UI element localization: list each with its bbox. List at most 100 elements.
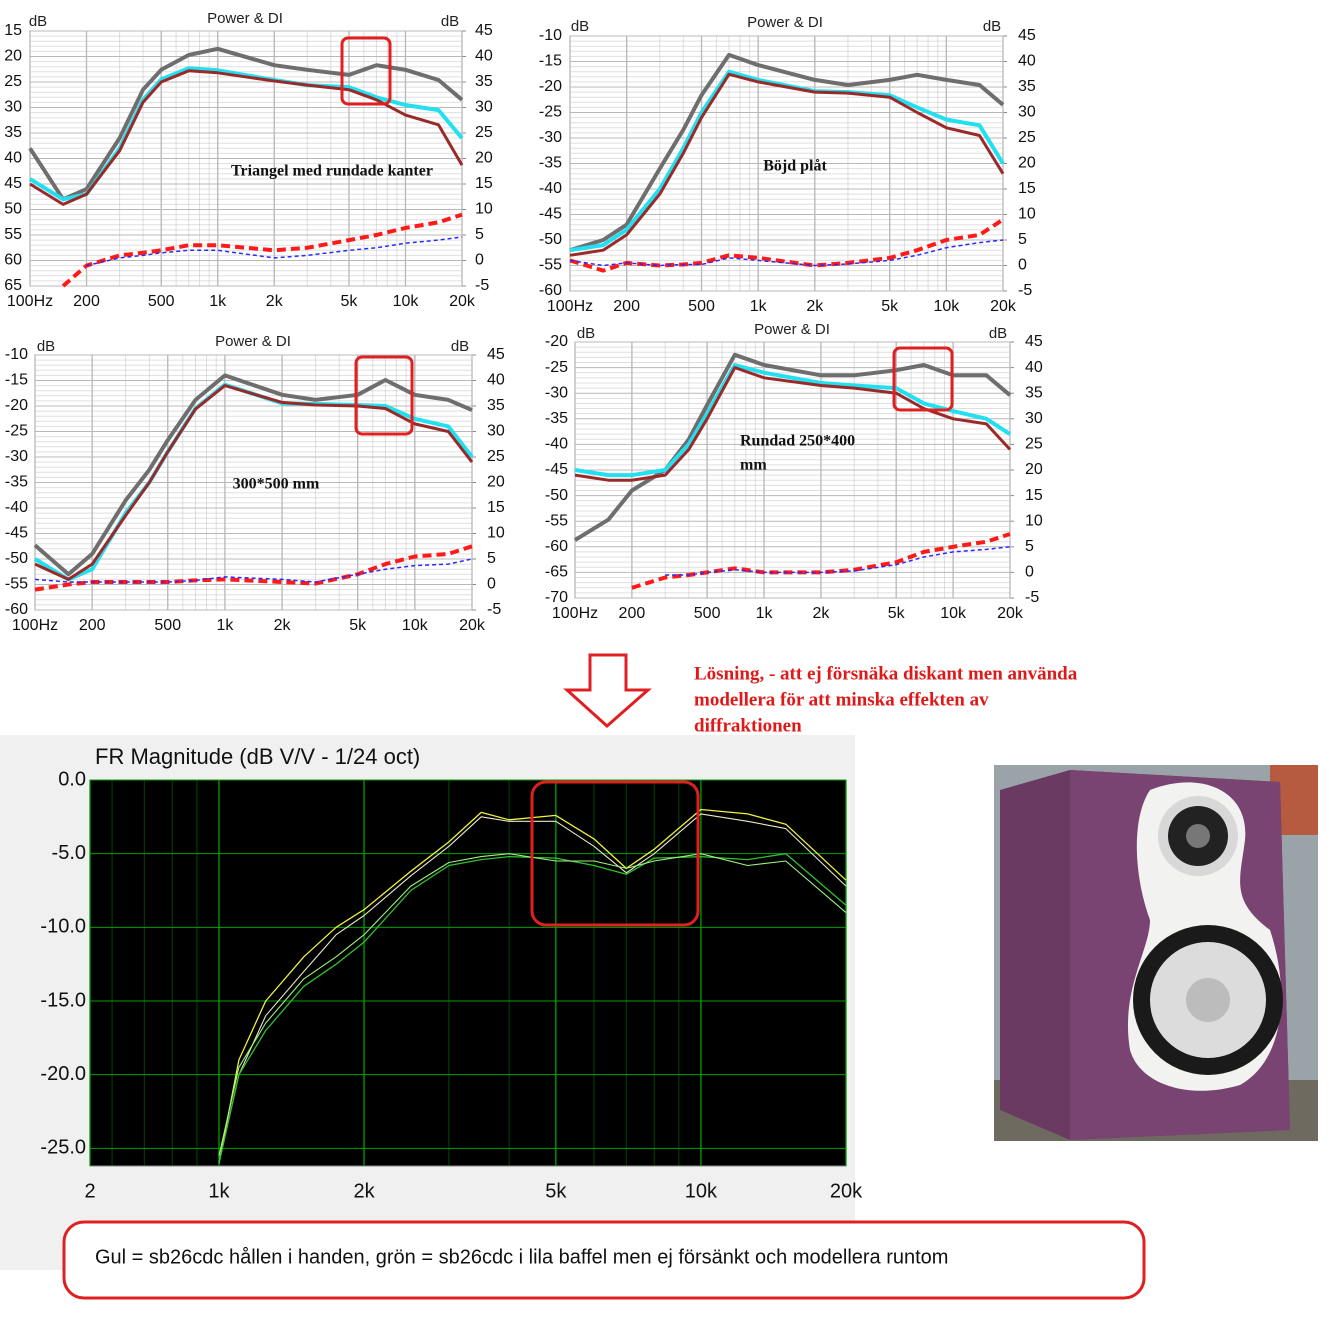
x-tick-label: 1k — [208, 1180, 230, 1202]
x-tick-label: 500 — [154, 617, 181, 634]
annotation: Rundad 250*400 — [740, 433, 855, 450]
series-line — [218, 853, 847, 1156]
highlight — [340, 36, 392, 106]
x-tick-label: 10k — [940, 605, 967, 622]
y-tick-label: 30 — [4, 99, 22, 116]
annotation: Triangel med rundade kanter — [231, 163, 433, 180]
y2-tick-label: -5 — [475, 277, 489, 294]
x-tick-label: 2k — [813, 605, 831, 622]
x-tick-label: 500 — [694, 605, 721, 622]
x-tick-label: 1k — [756, 605, 774, 622]
y2-tick-label: 10 — [487, 525, 505, 542]
note-line: modellera för att minska effekten av — [694, 689, 989, 710]
y-tick-label: 65 — [4, 277, 22, 294]
y2-tick-label: 30 — [475, 99, 493, 116]
annotation: 300*500 mm — [233, 476, 320, 493]
x-tick-label: 20k — [997, 605, 1024, 622]
highlight — [530, 780, 700, 927]
y-tick-label: -60 — [545, 538, 568, 555]
series-line — [569, 52, 1005, 253]
y2-tick-label: 40 — [487, 372, 505, 389]
y-tick-label: 40 — [4, 150, 22, 167]
x-tick-label: 5k — [349, 617, 367, 634]
series-line — [569, 239, 1004, 267]
x-tick-label: 100Hz — [552, 605, 598, 622]
x-tick-label: 100Hz — [547, 298, 593, 315]
highlight — [354, 355, 414, 436]
y2-tick-label: 35 — [475, 73, 493, 90]
y-tick-label: 45 — [4, 175, 22, 192]
y2-tick-label: 5 — [1025, 538, 1034, 555]
x-tick-label: 500 — [148, 293, 175, 310]
series-line — [569, 69, 1005, 253]
y-tick-label: -30 — [539, 129, 562, 146]
y2-tick-label: -5 — [1018, 282, 1032, 299]
y-tick-label: -25 — [545, 359, 568, 376]
x-tick-label: 2k — [806, 298, 824, 315]
y-tick-label: -30 — [5, 448, 28, 465]
y2-tick-label: 20 — [1025, 461, 1043, 478]
x-tick-label: 10k — [685, 1180, 718, 1202]
y-tick-label: -15.0 — [40, 989, 86, 1011]
y2-tick-label: 0 — [475, 252, 484, 269]
x-tick-label: 10k — [393, 293, 420, 310]
y2-tick-label: 15 — [1025, 487, 1043, 504]
y-tick-label: -20 — [5, 397, 28, 414]
series-line — [86, 236, 463, 267]
y2-tick-label: 35 — [1025, 384, 1043, 401]
y-tick-label: -10.0 — [40, 916, 86, 938]
y2-tick-label: 40 — [1025, 359, 1043, 376]
y-tick-label: -45 — [545, 461, 568, 478]
y-axis-label: dB — [29, 13, 47, 30]
y-tick-label: -35 — [5, 474, 28, 491]
y2-tick-label: 0 — [1025, 564, 1034, 581]
y2-tick-label: 25 — [1025, 436, 1043, 453]
y2-axis-label: dB — [451, 338, 469, 355]
y2-tick-label: 30 — [487, 423, 505, 440]
y2-axis-label: dB — [989, 325, 1007, 342]
y-tick-label: 0.0 — [58, 768, 86, 790]
chart-title: Power & DI — [215, 333, 291, 350]
x-tick-label: 2k — [266, 293, 284, 310]
x-tick-label: 2 — [84, 1180, 95, 1202]
y-tick-label: 50 — [4, 201, 22, 218]
x-tick-label: 200 — [613, 298, 640, 315]
y2-tick-label: 35 — [487, 397, 505, 414]
y2-tick-label: 0 — [487, 576, 496, 593]
note-line: diffraktionen — [694, 715, 802, 736]
y2-tick-label: 15 — [1018, 180, 1036, 197]
x-tick-label: 1k — [209, 293, 227, 310]
chart-title: Power & DI — [207, 10, 283, 27]
y2-tick-label: 20 — [487, 474, 505, 491]
y-tick-label: -55 — [545, 512, 568, 529]
x-tick-label: 20k — [990, 298, 1017, 315]
series-line — [29, 69, 464, 206]
y-tick-label: -5.0 — [52, 842, 86, 864]
y-tick-label: -50 — [5, 550, 28, 567]
y-tick-label: -45 — [539, 206, 562, 223]
y2-tick-label: 15 — [487, 499, 505, 516]
annotation: Böjd plåt — [763, 158, 827, 175]
x-tick-label: 2k — [274, 617, 292, 634]
y-axis-label: dB — [37, 338, 55, 355]
x-tick-label: 200 — [619, 605, 646, 622]
y2-tick-label: 30 — [1018, 104, 1036, 121]
x-tick-label: 10k — [402, 617, 429, 634]
y2-tick-label: 25 — [1018, 129, 1036, 146]
y-tick-label: -10 — [539, 27, 562, 44]
y2-tick-label: 15 — [475, 175, 493, 192]
y2-tick-label: 10 — [1025, 512, 1043, 529]
y-tick-label: -20.0 — [40, 1063, 86, 1085]
x-tick-label: 20k — [830, 1180, 863, 1202]
y-tick-label: -35 — [539, 155, 562, 172]
y-tick-label: -10 — [5, 346, 28, 363]
y-tick-label: 60 — [4, 252, 22, 269]
series-line — [34, 558, 473, 583]
y2-tick-label: 35 — [1018, 78, 1036, 95]
x-tick-label: 2k — [353, 1180, 375, 1202]
series-line — [573, 352, 1012, 542]
y-tick-label: -25 — [539, 104, 562, 121]
series-line — [569, 217, 1005, 273]
y-tick-label: -65 — [545, 564, 568, 581]
